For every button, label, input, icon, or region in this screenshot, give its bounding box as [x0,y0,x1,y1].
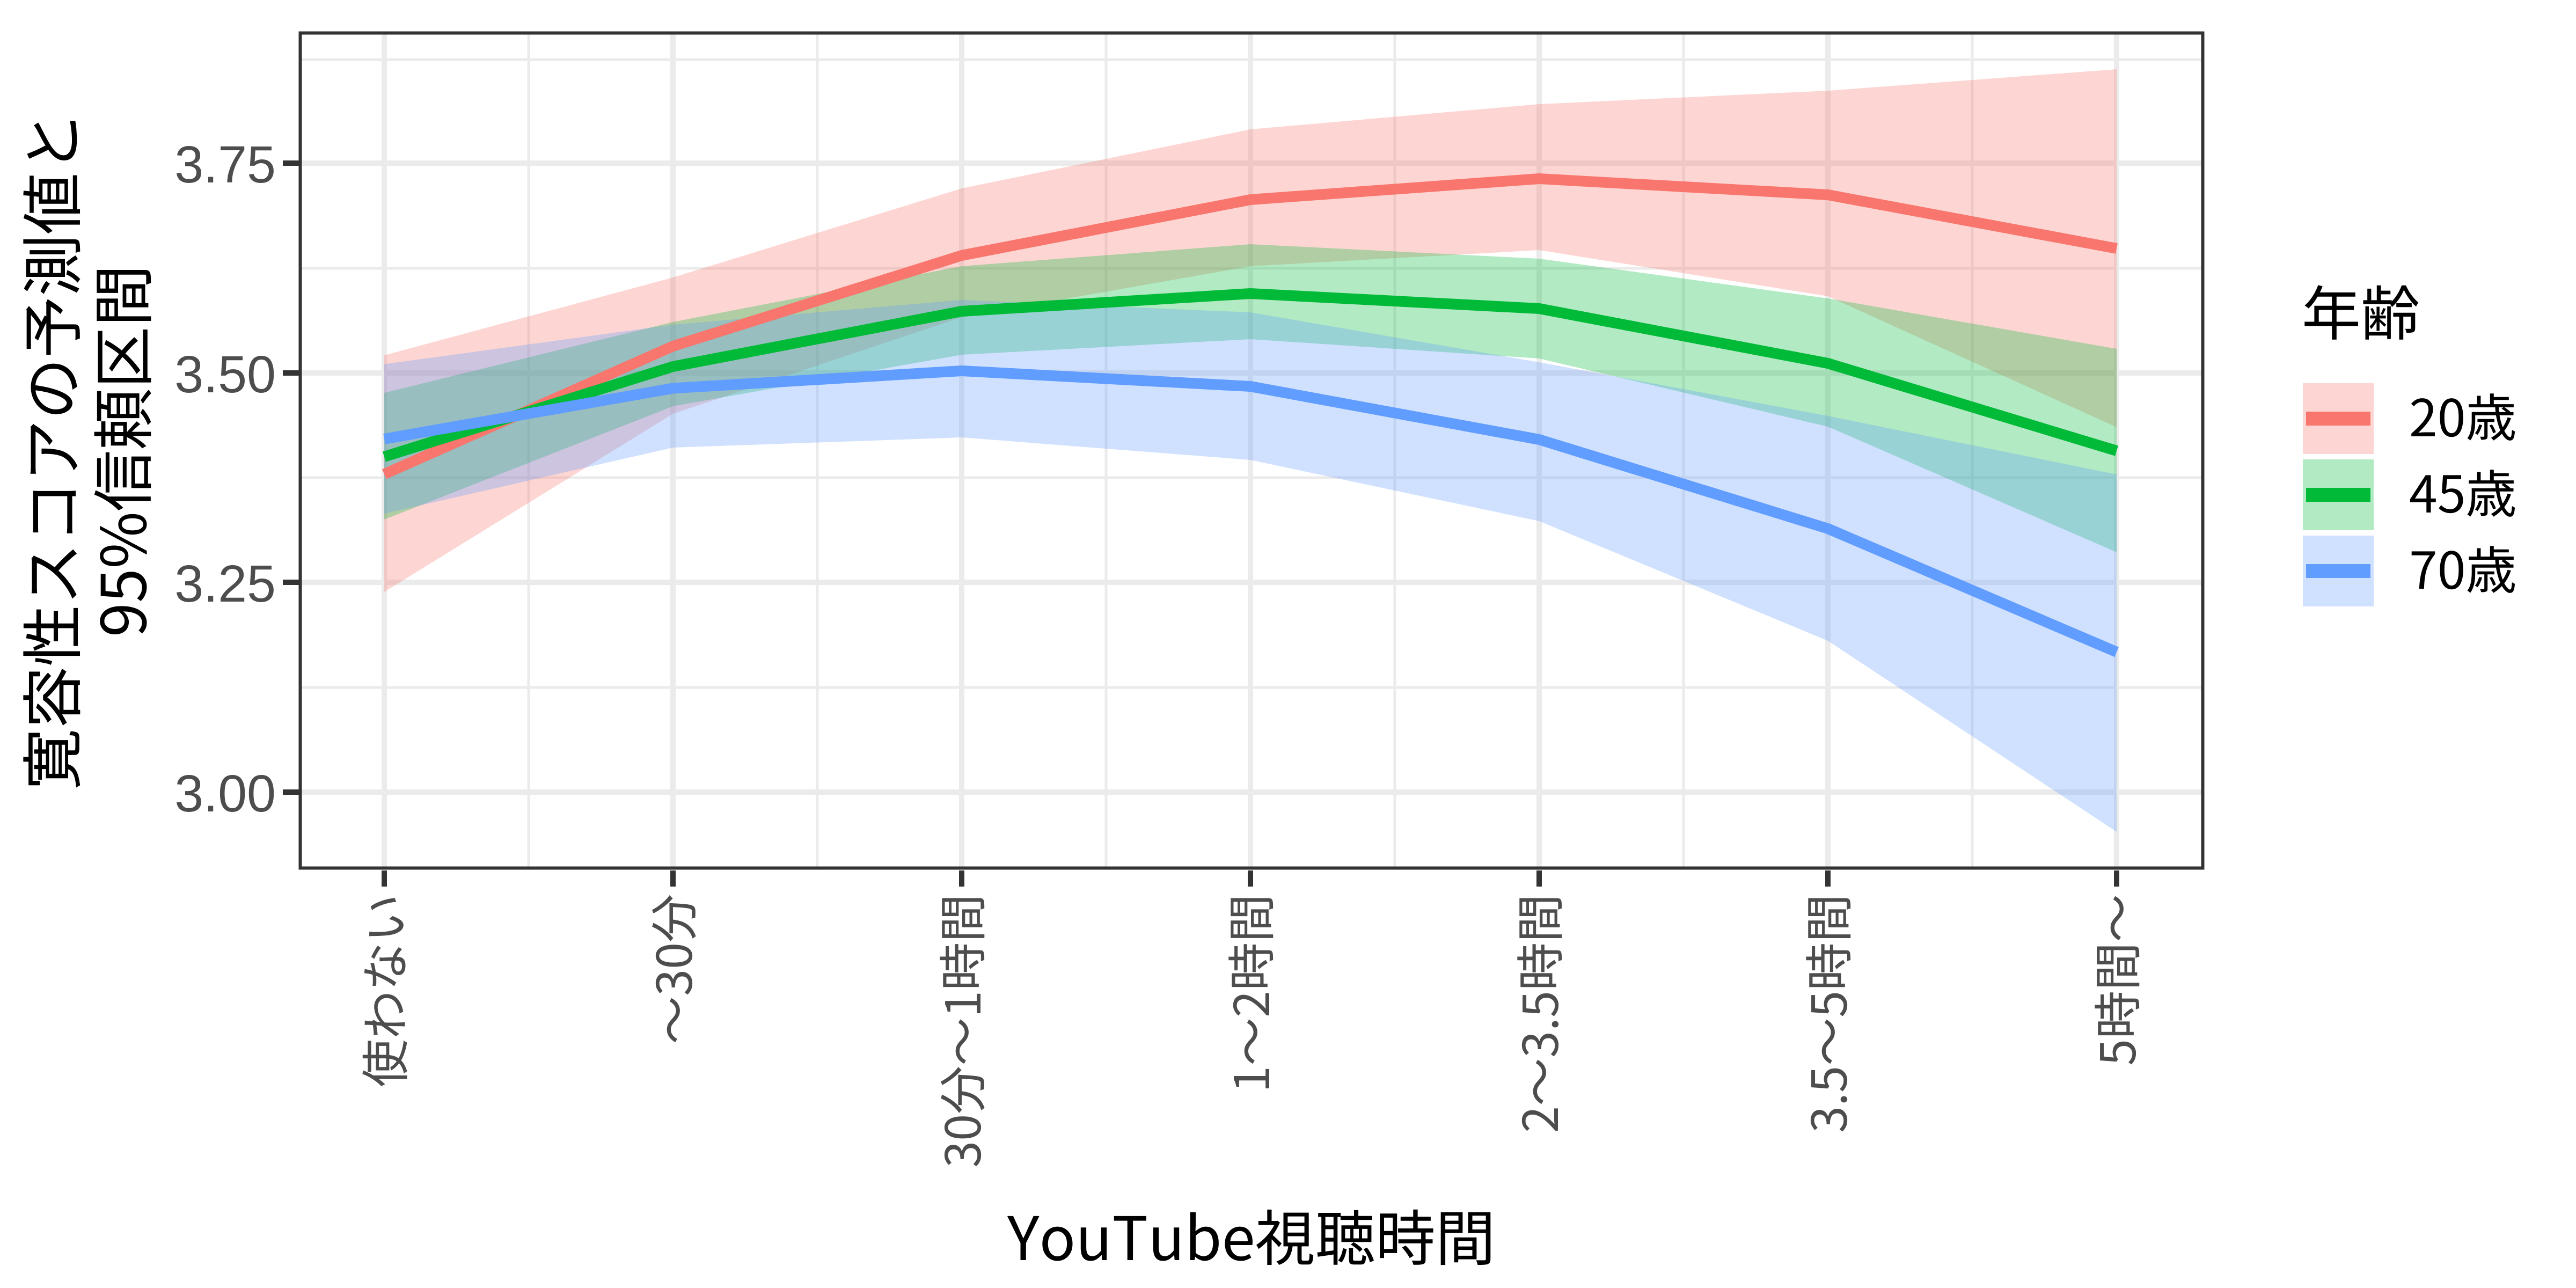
svg-text:3.75: 3.75 [174,135,276,194]
svg-text:3.00: 3.00 [174,764,276,823]
svg-text:3.50: 3.50 [174,345,276,404]
svg-text:3.25: 3.25 [174,554,276,613]
